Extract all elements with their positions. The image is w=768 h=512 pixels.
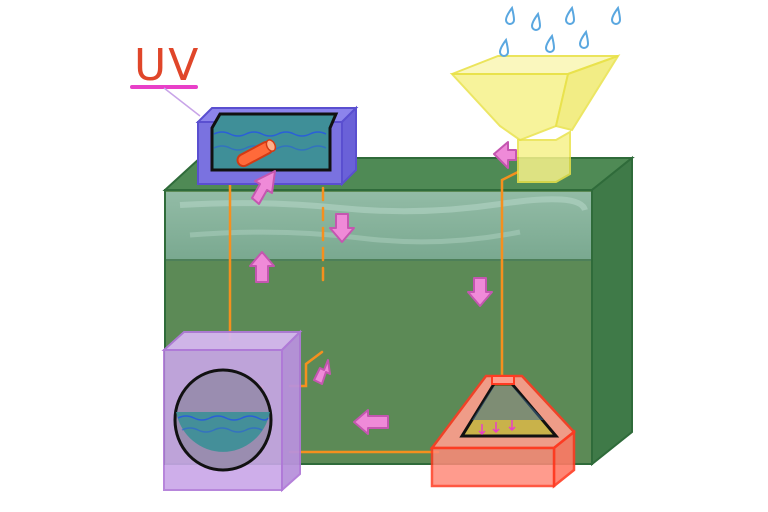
- funnel-cone-side: [554, 54, 621, 132]
- uv-unit: [195, 105, 359, 187]
- collector-front: [430, 446, 556, 488]
- flow-arrow-icon: [251, 170, 276, 205]
- raindrop-icon: [564, 5, 576, 25]
- filter-unit-side: [281, 329, 301, 493]
- flow-arrow-icon: [329, 213, 355, 243]
- flow-arrow-icon: [493, 141, 517, 169]
- funnel-spout: [517, 130, 571, 183]
- raindrop-icon: [504, 5, 516, 25]
- flow-arrow-icon: [467, 277, 493, 307]
- collector-unit: [429, 374, 576, 489]
- raindrop-icon: [530, 11, 542, 31]
- pipe-funnel-to-collector: [500, 170, 520, 378]
- collector-cone-water: [472, 386, 544, 420]
- uv-lamp-icon: [236, 139, 277, 168]
- uv-unit-side: [341, 105, 357, 187]
- rain-funnel: [449, 54, 621, 183]
- flow-arrow-icon: [313, 359, 331, 385]
- uv-label-group: UV: [130, 40, 201, 117]
- tank-side-face: [591, 155, 633, 467]
- uv-leader-line: [163, 87, 201, 117]
- raindrop-icon: [498, 37, 510, 57]
- uv-label: UV: [134, 40, 200, 91]
- rain-drops: [498, 5, 622, 57]
- flow-arrows: [249, 141, 517, 435]
- sediment-marks: [478, 420, 516, 436]
- raindrop-icon: [578, 29, 590, 49]
- filter-unit-top: [161, 331, 303, 351]
- flow-arrow-icon: [249, 251, 275, 283]
- funnel-cone-front: [449, 73, 570, 142]
- filter-water-fill: [176, 412, 270, 452]
- raindrop-icon: [610, 5, 622, 25]
- raindrop-icon: [544, 33, 556, 53]
- flow-arrow-icon: [353, 409, 389, 435]
- filter-unit: [161, 329, 303, 493]
